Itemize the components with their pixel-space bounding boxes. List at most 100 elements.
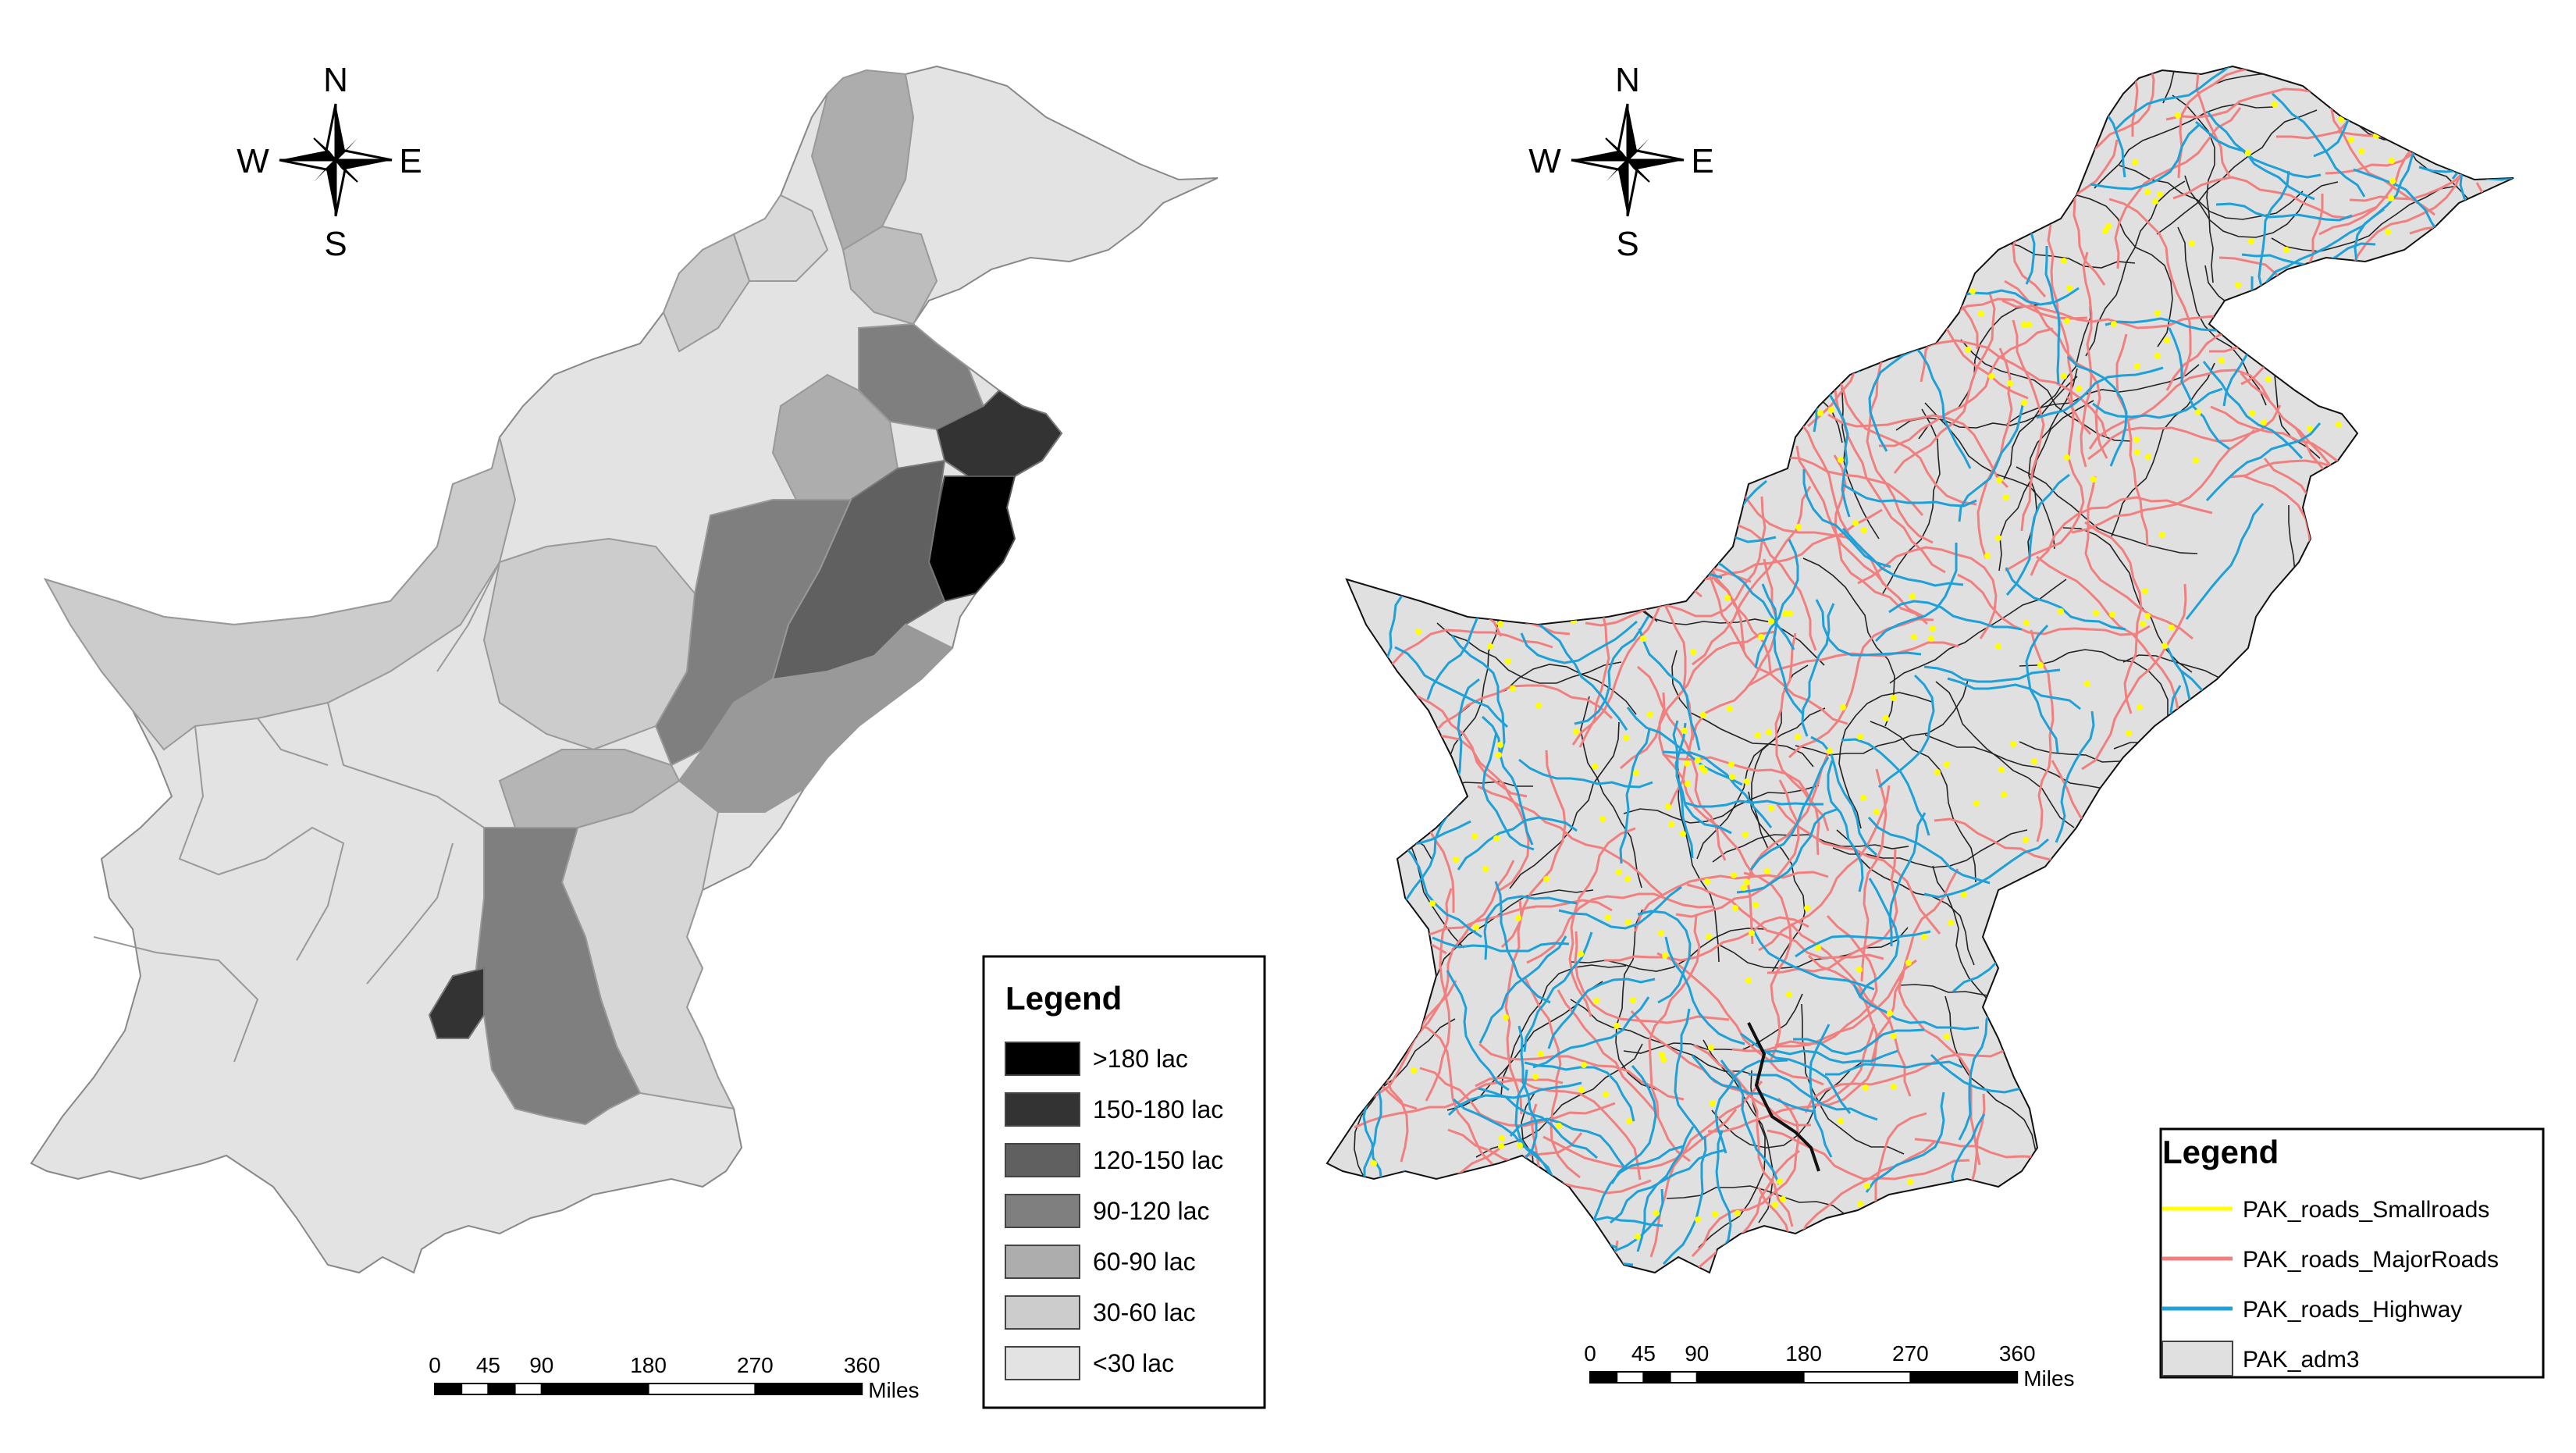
coast-detail [1747,1022,1820,1172]
small-road-marker [1891,695,1897,701]
small-road-marker [1406,729,1412,735]
small-road-marker [1581,1062,1587,1068]
small-road-marker [1681,728,1688,734]
major-road-line [1691,558,1778,741]
major-road-line [1605,404,1703,598]
adm3-boundary-line [2156,109,2318,235]
major-road-line [1429,735,1530,892]
highway-line [1394,646,1509,728]
major-road-line [2457,226,2514,383]
highway-line [2265,208,2385,283]
highway-line [1736,807,1839,894]
compass-needle-west [1571,151,1628,160]
major-road-line [1542,1109,1738,1170]
small-road-marker [2249,410,2255,416]
highway-line [1684,800,1823,808]
left-internal-boundaries [93,561,500,1063]
small-road-marker [1883,715,1889,721]
compass-needle-south [1618,160,1628,216]
small-road-marker [2235,282,2241,288]
highway-line [1878,674,1935,789]
small-road-marker [1704,878,1710,885]
small-road-marker [1933,297,1939,304]
highway-line [2113,66,2235,132]
major-road-line [1774,632,1830,832]
legend-left: Legend >180 lac 150-180 lac 120-150 lac 90-… [982,955,1266,1409]
small-road-marker [2068,103,2074,109]
small-road-marker [1712,1211,1718,1217]
legend-box [982,955,1266,1409]
small-road-marker [1647,711,1653,718]
small-road-marker [2331,488,2337,494]
small-road-marker [1852,520,1859,526]
highway-line [1537,621,1628,731]
scale-bar-segment [1695,1371,1805,1384]
highway-line [1841,527,1964,587]
small-road-marker [2105,223,2112,230]
small-road-marker [1795,524,1802,530]
major-road-line [2336,66,2489,134]
small-road-marker [2003,1198,2009,1205]
adm3-boundary-line [1436,622,1622,684]
small-road-marker [2487,194,2493,201]
major-road-line [2493,114,2514,265]
small-road-marker [2066,285,2073,291]
small-road-marker [2010,741,2016,747]
adm3-boundary-line [1906,66,2070,152]
small-road-marker [1724,595,1731,601]
major-road-line [1354,1078,1564,1129]
small-road-marker [1625,919,1631,925]
adm3-boundary-line [1677,763,1720,963]
compass-needle-north [1628,104,1637,160]
highway-line [2318,290,2407,401]
small-road-marker [2084,681,2090,687]
major-road-line [1773,157,1898,293]
small-road-marker [2261,419,2267,426]
small-road-marker [1392,1205,1398,1211]
compass-label-north: N [1615,61,1640,99]
highway-line [1672,720,1694,859]
small-road-marker [1659,1052,1665,1058]
scale-bar-segment [1669,1371,1698,1384]
small-road-marker [1499,1135,1505,1141]
major-road-line [1691,1097,1800,1258]
small-road-marker [2037,662,2044,668]
small-road-marker [1690,649,1696,655]
small-road-marker [1515,915,1521,921]
small-road-marker [1482,866,1489,872]
small-road-marker [2021,322,2027,328]
scale-bar-segment [1802,1371,1912,1384]
left-choropleth-map [30,65,1219,1274]
adm3-boundary-line [2073,194,2173,347]
major-road-line [1562,376,1685,551]
highway-line [1802,469,1891,568]
small-road-marker [2023,1087,2030,1093]
highway-line [1749,757,1830,871]
small-road-marker [2265,376,2272,383]
region-150-180 [935,389,1063,477]
highway-line [1748,1073,1878,1121]
small-road-marker [1744,879,1750,885]
small-road-marker [1699,764,1705,771]
small-road-marker [2007,380,2013,386]
small-road-marker [2274,305,2280,312]
highway-line [2185,503,2265,620]
highway-line [1839,200,1927,309]
major-road-line [1406,860,1515,1046]
small-road-marker [2175,112,2181,119]
compass-label-west: W [237,142,269,180]
small-road-marker [1630,997,1636,1003]
small-road-marker [1616,869,1622,875]
small-road-marker [1998,767,2005,773]
highway-line [1674,722,1732,835]
compass-label-east: E [1691,142,1713,180]
small-road-marker [1558,1234,1564,1241]
adm3-boundary-line [2332,275,2437,406]
legend-title: Legend [2162,1134,2279,1170]
legend-fill-swatch [2161,1341,2233,1376]
legend-box [2159,1127,2545,1379]
small-road-marker [1772,1202,1778,1208]
major-road-line [1731,959,1917,1052]
small-road-marker [2154,353,2161,359]
